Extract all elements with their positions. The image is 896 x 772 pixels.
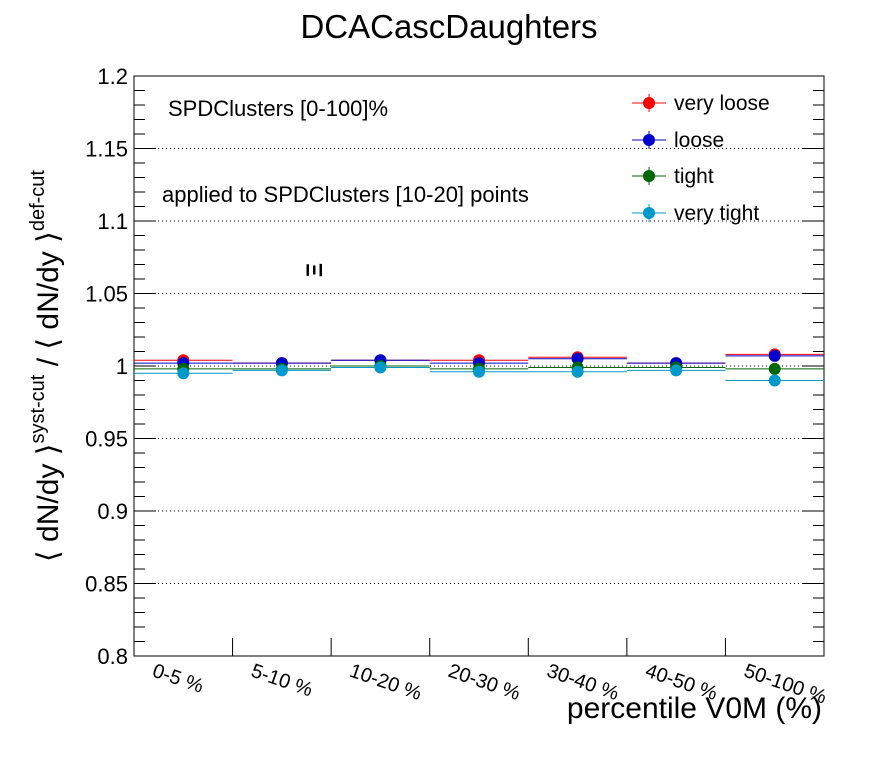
annotation-applied: applied to SPDClusters [10-20] points bbox=[162, 182, 529, 207]
y-tick-label: 1 bbox=[116, 354, 128, 379]
y-tick-label: 0.9 bbox=[97, 499, 128, 524]
y-tick-label: 1.1 bbox=[97, 209, 128, 234]
y-label-separator: / bbox=[32, 350, 65, 375]
legend-entry-very-loose: very loose bbox=[632, 92, 770, 115]
x-tick-label: 20-30 % bbox=[445, 660, 523, 705]
data-point bbox=[473, 365, 485, 378]
data-point bbox=[275, 364, 288, 377]
legend-label-loose: loose bbox=[674, 129, 724, 152]
y-label-numerator-sup: syst-cut bbox=[27, 374, 49, 443]
y-label-denominator-sup: def-cut bbox=[27, 170, 49, 232]
y-tick-label: 1.2 bbox=[97, 64, 128, 89]
y-tick-label: 0.85 bbox=[85, 572, 128, 597]
y-axis-label: ⟨ dN/dy ⟩syst-cut / ⟨ dN/dy ⟩def-cut bbox=[27, 170, 65, 562]
data-point bbox=[768, 362, 781, 375]
legend-label-tight: tight bbox=[674, 165, 714, 188]
y-label-denominator: ⟨ dN/dy ⟩ bbox=[32, 231, 65, 349]
data-point bbox=[177, 367, 190, 380]
legend-label-very-loose: very loose bbox=[674, 92, 770, 115]
x-tick-label: 5-10 % bbox=[248, 660, 315, 702]
legend-marker-very-loose bbox=[643, 97, 655, 109]
x-axis-label: percentile V0M (%) bbox=[567, 692, 822, 725]
legend-marker-loose bbox=[643, 134, 655, 146]
y-tick-label: 0.95 bbox=[85, 427, 128, 452]
annotation-centrality: SPDClusters [0-100]% bbox=[168, 96, 388, 121]
data-point bbox=[571, 352, 584, 365]
y-tick-label: 1.05 bbox=[85, 282, 128, 307]
y-tick-label: 1.15 bbox=[85, 137, 128, 162]
series-very-tight bbox=[134, 361, 824, 387]
chart-title: DCACascDaughters bbox=[300, 8, 597, 45]
legend-marker-tight bbox=[643, 170, 655, 182]
data-point bbox=[768, 349, 781, 362]
annotation-particle: Ξ bbox=[302, 263, 327, 277]
legend: very loose loose tight very tight bbox=[632, 92, 770, 225]
legend-entry-tight: tight bbox=[632, 165, 714, 188]
data-point bbox=[768, 374, 781, 387]
data-series bbox=[134, 348, 824, 387]
legend-label-very-tight: very tight bbox=[674, 202, 759, 225]
y-label-numerator: ⟨ dN/dy ⟩ bbox=[32, 444, 65, 562]
x-tick-label: 10-20 % bbox=[347, 660, 425, 705]
y-axis: 0.8 0.85 0.9 0.95 1 1.05 1.1 1.15 1.2 bbox=[85, 64, 824, 669]
y-tick-label: 0.8 bbox=[97, 644, 128, 669]
data-point bbox=[571, 365, 584, 378]
x-tick-label: 0-5 % bbox=[150, 660, 207, 698]
legend-entry-loose: loose bbox=[632, 129, 724, 152]
data-point bbox=[374, 361, 387, 374]
legend-entry-very-tight: very tight bbox=[632, 202, 759, 225]
data-point bbox=[670, 364, 683, 377]
legend-marker-very-tight bbox=[643, 207, 655, 219]
